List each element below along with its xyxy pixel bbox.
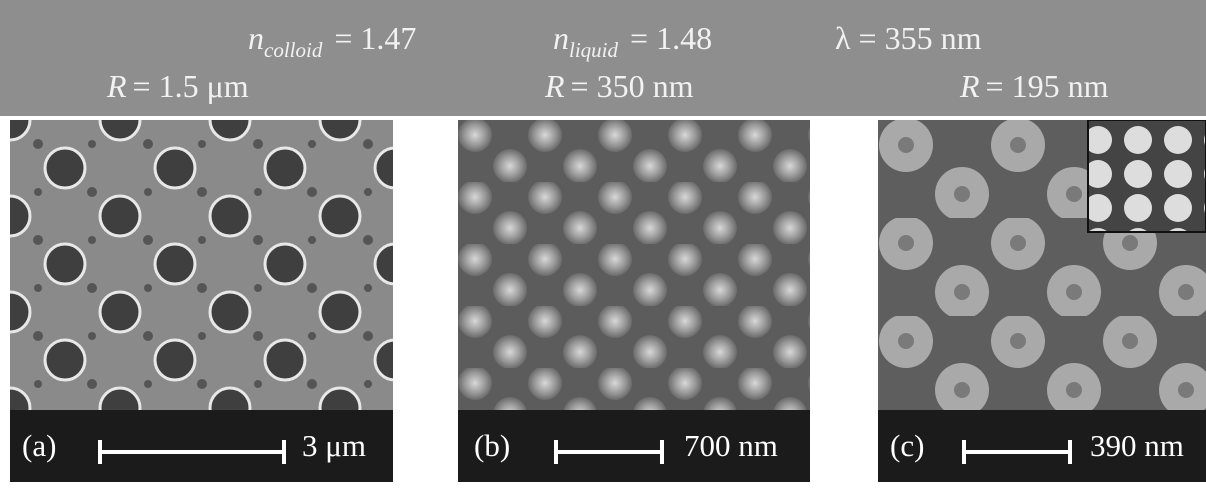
header-item: λ = 355 nm bbox=[835, 20, 981, 57]
scale-text: 3 μm bbox=[302, 428, 366, 464]
symbol: R bbox=[960, 68, 980, 104]
header-item: ncolloid = 1.47 bbox=[248, 20, 416, 63]
sem-image-b bbox=[458, 120, 810, 410]
panel-label: (c) bbox=[890, 428, 924, 464]
header-item: R= 1.5 μm bbox=[107, 68, 249, 105]
symbol: n bbox=[248, 20, 264, 56]
header-item: nliquid = 1.48 bbox=[553, 20, 712, 63]
scale-bar-b: (b) 700 nm bbox=[458, 410, 810, 482]
sem-image-c bbox=[878, 120, 1206, 410]
scale-bar-a: (a) 3 μm bbox=[10, 410, 393, 482]
sem-image-a bbox=[10, 120, 393, 410]
value-text: = 350 nm bbox=[571, 68, 694, 104]
panel-label: (b) bbox=[474, 428, 510, 464]
scale-text: 700 nm bbox=[684, 428, 778, 464]
value-text: = 1.5 μm bbox=[133, 68, 249, 104]
value-text: λ = 355 nm bbox=[835, 20, 981, 56]
figure: ncolloid= 1.47nliquid= 1.48λ = 355 nmR= … bbox=[0, 0, 1206, 489]
symbol: n bbox=[553, 20, 569, 56]
scale-text: 390 nm bbox=[1090, 428, 1184, 464]
header-item: R= 195 nm bbox=[960, 68, 1108, 105]
subscript: colloid bbox=[264, 38, 322, 62]
value-text: = 1.48 bbox=[630, 20, 712, 56]
subscript: liquid bbox=[569, 38, 618, 62]
symbol: R bbox=[545, 68, 565, 104]
value-text: = 195 nm bbox=[986, 68, 1109, 104]
scale-line bbox=[962, 450, 1072, 454]
panel-label: (a) bbox=[22, 428, 56, 464]
scale-bar-c: (c) 390 nm bbox=[878, 410, 1206, 482]
value-text: = 1.47 bbox=[334, 20, 416, 56]
scale-line bbox=[98, 450, 286, 454]
scale-line bbox=[554, 450, 664, 454]
symbol: R bbox=[107, 68, 127, 104]
header-item: R= 350 nm bbox=[545, 68, 693, 105]
